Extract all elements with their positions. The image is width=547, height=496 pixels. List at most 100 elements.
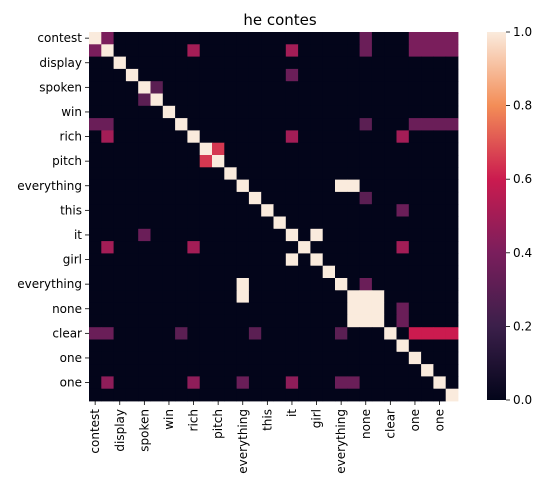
heatmap-cell [248,339,262,353]
heatmap-cell [335,327,348,340]
heatmap-cell [187,93,201,107]
heatmap-cell [433,376,447,390]
heatmap-cell [261,265,274,279]
heatmap-cell [298,155,311,168]
heatmap-cell [310,327,324,340]
heatmap-cell [322,241,336,254]
heatmap-cell [421,302,434,316]
heatmap-cell [359,191,373,205]
heatmap-cell [187,302,201,316]
heatmap-cell [396,228,410,242]
heatmap-cell [298,167,311,180]
heatmap-cell [261,44,274,57]
heatmap-cell [138,191,151,205]
heatmap-cell [224,93,237,107]
heatmap-cell [371,118,385,131]
heatmap-cell [175,32,188,45]
heatmap-cell [396,56,410,70]
heatmap-cell [408,339,422,353]
heatmap-cell [236,376,250,390]
x-tick-label: pitch [211,409,225,439]
heatmap-cell [138,290,151,303]
heatmap-cell [285,327,299,340]
heatmap-cell [371,56,385,70]
heatmap-cell [150,44,164,57]
heatmap-cell [150,118,164,131]
heatmap-cell [384,142,397,156]
heatmap-cell [371,290,385,303]
heatmap-cell [101,204,114,217]
heatmap-cell [347,351,360,365]
y-tick-label: one [60,351,82,365]
heatmap-cell [359,327,373,340]
heatmap-cell [199,32,213,45]
heatmap-cell [371,314,385,328]
heatmap-cell [347,278,360,291]
heatmap-cell [187,364,201,377]
heatmap-cell [310,339,324,353]
heatmap-cell [236,216,250,230]
heatmap-cell [261,314,274,328]
heatmap-cell [113,105,127,119]
heatmap-cell [359,105,373,119]
heatmap-cell [224,204,237,217]
heatmap-cell [433,155,447,168]
heatmap-cells [89,32,459,402]
heatmap-cell [335,32,348,45]
heatmap-cell [138,118,151,131]
heatmap-cell [150,278,164,291]
heatmap-cell [199,118,213,131]
heatmap-cell [212,105,225,119]
heatmap-cell [322,388,336,402]
heatmap-cell [101,364,114,377]
heatmap-cell [138,241,151,254]
heatmap-cell [335,68,348,82]
heatmap-cell [175,376,188,390]
heatmap-cell [285,314,299,328]
heatmap-cell [273,376,287,390]
heatmap-cell [138,44,151,57]
heatmap-cell [421,167,434,180]
heatmap-cell [175,228,188,242]
heatmap-cell [138,351,151,365]
heatmap-cell [175,81,188,94]
heatmap-cell [322,327,336,340]
heatmap-cell [101,56,114,70]
heatmap-cell [89,32,102,45]
heatmap-cell [371,339,385,353]
heatmap-cell [248,290,262,303]
heatmap-cell [199,81,213,94]
heatmap-cell [285,204,299,217]
heatmap-cell [101,179,114,193]
heatmap-cell [125,314,139,328]
heatmap-cell [101,241,114,254]
heatmap-cell [359,388,373,402]
heatmap-cell [187,142,201,156]
heatmap-cell [248,44,262,57]
heatmap-cell [408,204,422,217]
heatmap-cell [421,376,434,390]
heatmap-cell [212,327,225,340]
heatmap-cell [236,130,250,144]
heatmap-cell [322,118,336,131]
heatmap-cell [199,105,213,119]
heatmap-cell [113,81,127,94]
heatmap-cell [445,44,459,57]
heatmap-cell [396,155,410,168]
heatmap-cell [273,142,287,156]
heatmap-cell [371,302,385,316]
heatmap-cell [150,81,164,94]
heatmap-cell [224,290,237,303]
heatmap-cell [408,118,422,131]
heatmap-cell [285,68,299,82]
heatmap-cell [445,155,459,168]
heatmap-cell [396,253,410,267]
heatmap-cell [175,93,188,107]
x-tick-label: clear [383,409,397,439]
heatmap-cell [285,388,299,402]
heatmap-cell [421,290,434,303]
heatmap-cell [371,81,385,94]
heatmap-cell [445,228,459,242]
heatmap-cell [175,351,188,365]
x-tick-label: it [285,409,299,417]
